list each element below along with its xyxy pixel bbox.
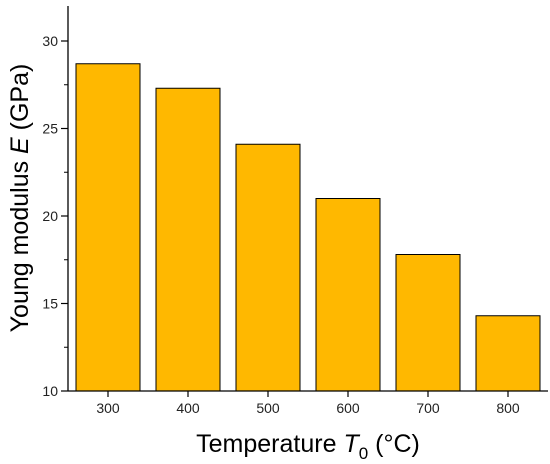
- bar-400: [155, 87, 221, 392]
- y-tick-label-15: 15: [42, 296, 58, 312]
- y-tick-label-30: 30: [42, 33, 58, 49]
- y-ticks-group: 10 15 20 25 30: [42, 33, 68, 399]
- x-tick-label-600: 600: [336, 400, 360, 416]
- axes-group: [67, 6, 548, 392]
- y-axis-title-suffix: (GPa): [6, 64, 34, 138]
- bar-600: [315, 198, 381, 392]
- x-ticks-group: 300 400 500 600 700 800: [96, 391, 520, 416]
- y-axis-title-symbol: E: [6, 137, 34, 154]
- bar-700: [395, 254, 461, 392]
- y-axis-title-prefix: Young modulus: [6, 154, 34, 332]
- x-axis-title: Temperature T0 (°C): [196, 430, 420, 463]
- x-axis-title-prefix: Temperature: [196, 430, 343, 458]
- bar-300: [75, 63, 141, 392]
- x-axis-title-symbol: T: [343, 430, 360, 458]
- x-tick-label-800: 800: [496, 400, 520, 416]
- y-tick-label-25: 25: [42, 121, 58, 137]
- bar-500: [235, 143, 301, 392]
- y-tick-label-10: 10: [42, 383, 58, 399]
- x-tick-label-500: 500: [256, 400, 280, 416]
- bar-800: [475, 315, 541, 392]
- x-axis-title-suffix: (°C): [368, 430, 420, 458]
- x-tick-label-700: 700: [416, 400, 440, 416]
- x-axis-title-subscript: 0: [359, 444, 368, 463]
- x-tick-label-400: 400: [176, 400, 200, 416]
- x-tick-label-300: 300: [96, 400, 120, 416]
- bars-group: [75, 63, 541, 392]
- y-axis-title: Young modulus E (GPa): [6, 64, 34, 333]
- y-tick-label-20: 20: [42, 208, 58, 224]
